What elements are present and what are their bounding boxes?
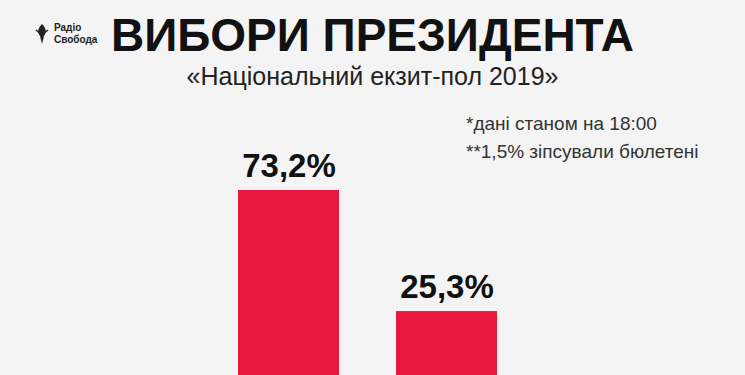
html-text:*дані станом на 18:00: *дані станом на 18:00: [466, 113, 657, 134]
html-text:ВИБОРИ ПРЕЗИДЕНТА: ВИБОРИ ПРЕЗИДЕНТА: [111, 9, 634, 61]
html-text:«Національний екзит-пол 2019»: «Національний екзит-пол 2019»: [186, 62, 559, 90]
html-text:Радіо Свобода: Радіо Свобода: [54, 22, 98, 45]
svg-text:73,2%: 73,2%: [242, 147, 336, 184]
html-text:**1,5% зіпсували бюлетені: **1,5% зіпсували бюлетені: [466, 141, 699, 162]
svg-text:25,3%: 25,3%: [400, 268, 494, 305]
